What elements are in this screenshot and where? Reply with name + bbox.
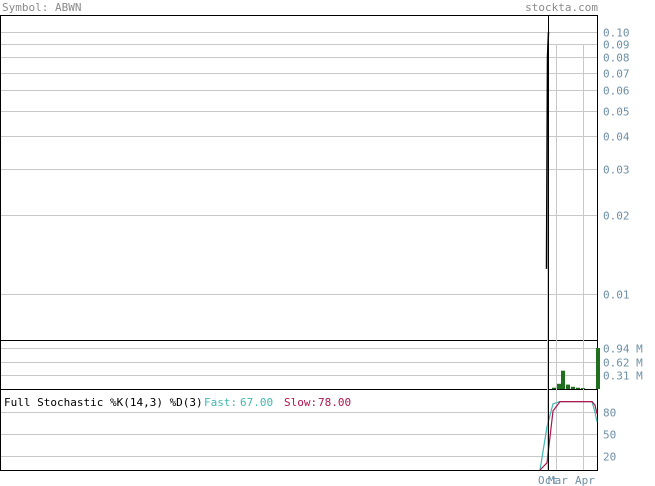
slow-value: 78.00 bbox=[318, 396, 351, 409]
price-tick-label: 0.03 bbox=[603, 164, 630, 177]
stochastic-grid bbox=[1, 412, 597, 457]
volume-bar bbox=[576, 387, 580, 389]
price-tick-label: 0.07 bbox=[603, 68, 630, 81]
price-tick-label: 0.02 bbox=[603, 210, 630, 223]
volume-axis: 0.94 M0.62 M0.31 M bbox=[603, 343, 643, 383]
price-tick-label: 0.01 bbox=[603, 289, 630, 302]
stochastic-axis: 80 50 20 bbox=[603, 407, 616, 464]
volume-bar bbox=[561, 370, 565, 389]
slow-label: Slow: bbox=[284, 396, 317, 409]
price-tick-label: 0.09 bbox=[603, 39, 630, 52]
price-axis: 0.100.090.08 0.07 0.06 0.05 0.04 0.03 0.02 0.01 bbox=[603, 27, 630, 302]
price-tick-label: 0.04 bbox=[603, 131, 630, 144]
volume-grid bbox=[1, 348, 597, 376]
stochastic-tick-label: 20 bbox=[603, 451, 616, 464]
price-tick-label: 0.05 bbox=[603, 106, 630, 119]
volume-bar bbox=[566, 384, 570, 389]
price-tick-label: 0.06 bbox=[603, 85, 630, 98]
stochastic-tick-label: 50 bbox=[603, 429, 616, 442]
volume-bar bbox=[552, 387, 556, 389]
price-tick-label: 0.10 bbox=[603, 27, 630, 40]
volume-tick-label: 0.62 M bbox=[603, 357, 643, 370]
fast-value: 67.00 bbox=[240, 396, 273, 409]
volume-bar bbox=[581, 388, 585, 389]
volume-tick-label: 0.31 M bbox=[603, 370, 643, 383]
slow-line bbox=[539, 401, 598, 471]
date-tick-label: Oct bbox=[538, 474, 558, 486]
price-tick-label: 0.08 bbox=[603, 52, 630, 65]
volume-bar bbox=[557, 383, 561, 389]
date-tick-label: Apr bbox=[575, 474, 595, 486]
stochastic-series bbox=[539, 401, 598, 471]
volume-tick-label: 0.94 M bbox=[603, 343, 643, 356]
chart-frame bbox=[0, 15, 598, 471]
stochastic-title: Full Stochastic %K(14,3) %D(3) bbox=[4, 396, 203, 409]
volume-bars bbox=[552, 348, 600, 389]
volume-bar bbox=[596, 348, 600, 389]
site-link[interactable]: stockta.com bbox=[525, 1, 598, 14]
stochastic-tick-label: 80 bbox=[603, 407, 616, 420]
date-tick-label: Mar bbox=[548, 474, 568, 486]
symbol-label: Symbol: ABWN bbox=[2, 1, 81, 14]
volume-bar bbox=[571, 386, 575, 389]
fast-label: Fast: bbox=[204, 396, 237, 409]
